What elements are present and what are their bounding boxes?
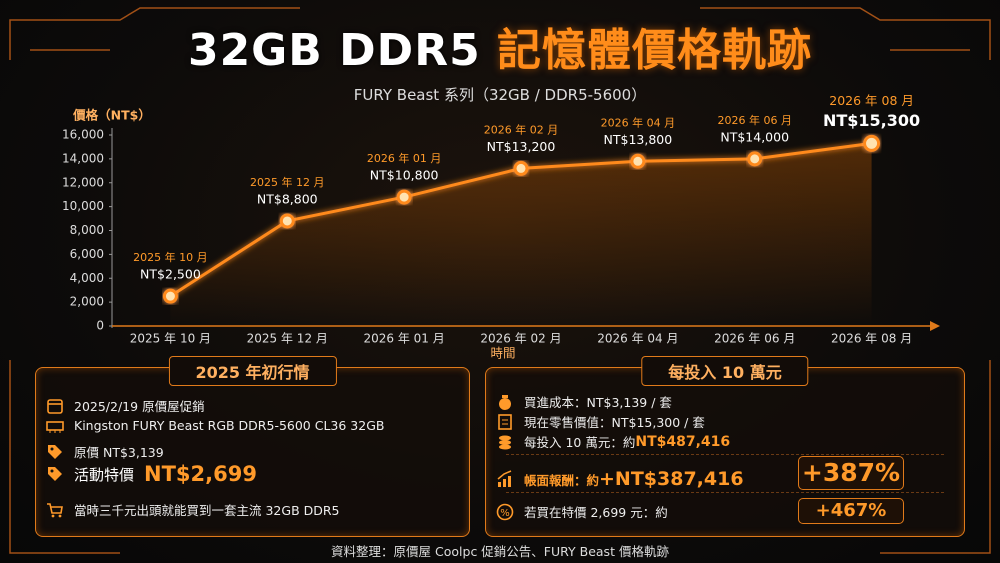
point-date: 2026 年 02 月 <box>484 122 558 136</box>
value-label: NT$2,500 <box>140 267 201 282</box>
point <box>630 153 646 169</box>
value-label: NT$13,800 <box>604 132 673 147</box>
item-text: 原價 NT$3,139 <box>74 445 164 460</box>
percent-icon: % <box>496 503 514 520</box>
x-tick-label: 2026 年 04 月 <box>597 332 678 346</box>
note-text: 當時三千元出頭就能買到一套主流 32GB DDR5 <box>74 503 340 518</box>
point-date: 2025 年 10 月 <box>133 250 207 264</box>
panel-title: 每投入 10 萬元 <box>641 356 809 386</box>
sale-price: NT$2,699 <box>144 462 257 486</box>
x-axis-arrow <box>930 321 940 331</box>
return-label: 帳面報酬：約 <box>524 472 600 488</box>
value-label: NT$14,000 <box>720 129 789 144</box>
y-axis-label: 價格（NT$） <box>72 108 151 123</box>
item-text: Kingston FURY Beast RGB DDR5-5600 CL36 3… <box>74 418 385 433</box>
tag-icon <box>48 467 62 481</box>
memory-icon <box>46 420 64 433</box>
title-part: 32GB DDR5 <box>187 25 481 76</box>
point-date: 2026 年 06 月 <box>717 113 791 127</box>
y-tick-label: 16,000 <box>62 128 104 142</box>
y-tick-label: 12,000 <box>62 175 104 189</box>
frame <box>9 7 991 554</box>
calendar-icon <box>47 398 63 414</box>
y-tick-label: 10,000 <box>62 199 104 213</box>
coins-icon <box>499 435 511 449</box>
item-text: 每投入 10 萬元：約 <box>524 435 636 450</box>
item: 現在零售價值：NT$15,300 / 套 <box>498 412 705 431</box>
svg-text:%: % <box>500 508 510 519</box>
point <box>863 134 881 152</box>
point-date: 2026 年 04 月 <box>601 115 675 129</box>
point <box>747 151 763 167</box>
item: 每投入 10 萬元：約 NT$487,416 <box>499 432 731 451</box>
money-bag-icon <box>499 394 511 410</box>
x-tick-label: 2026 年 02 月 <box>480 332 561 346</box>
point-date: 2026 年 01 月 <box>367 151 441 165</box>
note: 當時三千元出頭就能買到一套主流 32GB DDR5 <box>47 500 340 519</box>
left-panel: 2025 年初行情 2025/2/19 原價屋促銷 Kingston FURY … <box>35 356 470 537</box>
sale-item: 活動特價 NT$2,699 <box>48 462 257 486</box>
y-tick-label: 2,000 <box>70 295 104 309</box>
divider <box>506 492 944 493</box>
return-pct: +387% <box>798 456 904 490</box>
invest-value: NT$487,416 <box>635 433 731 450</box>
divider <box>506 454 944 455</box>
x-tick-label: 2025 年 10 月 <box>130 332 211 346</box>
item-text: 買進成本：NT$3,139 / 套 <box>524 395 672 410</box>
sale-pct: +467% <box>798 498 904 524</box>
value-label: NT$15,300 <box>823 111 920 130</box>
chart-icon <box>497 470 512 487</box>
y-tick-label: 4,000 <box>70 271 104 285</box>
point <box>396 189 412 205</box>
sale-label: 若買在特價 2,699 元：約 <box>524 505 668 520</box>
x-tick-label: 2026 年 08 月 <box>831 332 912 346</box>
y-tick-label: 0 <box>96 319 104 333</box>
item-text: 2025/2/19 原價屋促銷 <box>74 399 205 414</box>
panel-title: 2025 年初行情 <box>168 356 337 386</box>
tag-icon <box>48 444 62 459</box>
x-tick-label: 2026 年 01 月 <box>364 332 445 346</box>
return-value: +NT$387,416 <box>599 468 744 490</box>
subtitle: FURY Beast 系列（32GB / DDR5-5600） <box>353 86 647 104</box>
value-label: NT$8,800 <box>257 191 318 206</box>
value-label: NT$13,200 <box>487 139 556 154</box>
x-tick-label: 2025 年 12 月 <box>247 332 328 346</box>
point-date: 2025 年 12 月 <box>250 175 324 189</box>
item: Kingston FURY Beast RGB DDR5-5600 CL36 3… <box>46 418 385 433</box>
point <box>162 288 178 304</box>
item: 原價 NT$3,139 <box>48 442 164 461</box>
right-panel: 每投入 10 萬元 買進成本：NT$3,139 / 套 現在零售價值：NT$15… <box>485 356 965 537</box>
item: 2025/2/19 原價屋促銷 <box>47 396 205 415</box>
point-date: 2026 年 08 月 <box>829 93 914 108</box>
y-tick-label: 14,000 <box>62 151 104 165</box>
item: 買進成本：NT$3,139 / 套 <box>499 392 672 411</box>
point <box>279 213 295 229</box>
sale-item: % 若買在特價 2,699 元：約 <box>496 502 668 521</box>
x-tick-label: 2026 年 06 月 <box>714 332 795 346</box>
x-axis-label: 時間 <box>490 346 515 361</box>
point <box>513 160 529 176</box>
sale-label: 活動特價 <box>74 465 135 484</box>
value-label: NT$10,800 <box>370 168 439 183</box>
title: 32GB DDR5 記憶體價格軌跡 <box>0 14 1000 78</box>
y-tick-label: 6,000 <box>70 247 104 261</box>
line-area <box>170 143 872 326</box>
title-part: 記憶體價格軌跡 <box>497 25 813 76</box>
y-tick-label: 8,000 <box>70 223 104 237</box>
item-text: 現在零售價值：NT$15,300 / 套 <box>524 415 705 430</box>
footer: 資料整理：原價屋 Coolpc 促銷公告、FURY Beast 價格軌跡 <box>331 544 669 559</box>
return-item: 帳面報酬：約 +NT$387,416 <box>497 468 744 490</box>
cart-icon <box>47 502 63 517</box>
receipt-icon <box>498 413 512 430</box>
